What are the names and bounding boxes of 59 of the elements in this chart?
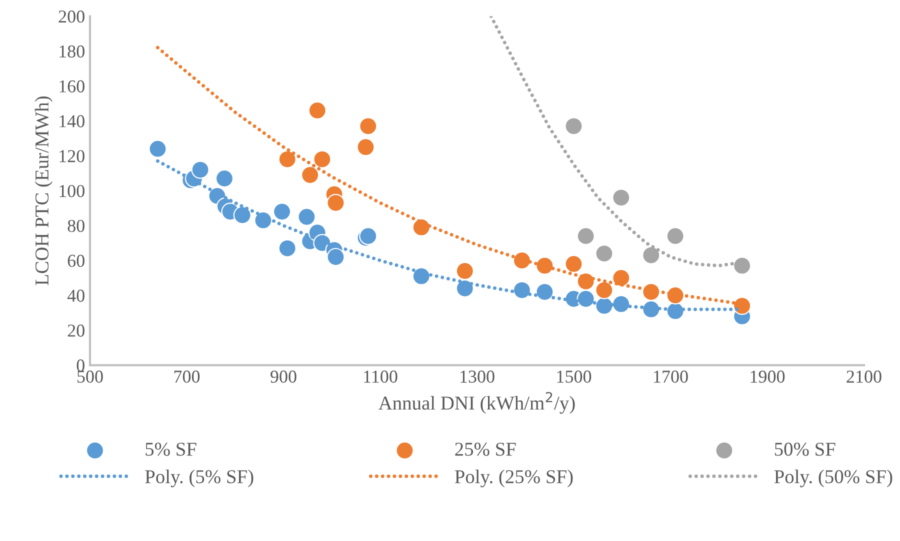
point <box>733 256 752 275</box>
point <box>356 138 375 156</box>
point <box>612 268 630 287</box>
point <box>733 296 752 315</box>
point <box>576 227 595 246</box>
x-tick-label: 500 <box>78 370 103 383</box>
point <box>326 194 345 212</box>
point <box>301 166 320 184</box>
legend-label: Poly. (25% SF) <box>454 470 573 488</box>
x-tick-label: 1700 <box>654 370 688 383</box>
point <box>278 239 296 258</box>
point <box>148 140 167 158</box>
y-tick-label: 200 <box>58 10 84 23</box>
legend-label: 50% SF <box>774 442 836 456</box>
point <box>595 244 614 263</box>
point <box>313 150 332 168</box>
y-tick-label: 20 <box>68 324 84 337</box>
point <box>612 188 630 207</box>
point <box>278 150 296 168</box>
point <box>564 117 583 136</box>
point <box>254 211 272 230</box>
x-tick-label: 700 <box>174 370 200 383</box>
point <box>215 169 234 188</box>
point <box>308 101 326 120</box>
point <box>233 206 252 224</box>
y-tick-label: 120 <box>60 150 84 162</box>
point <box>456 262 474 280</box>
y-tick-label: 100 <box>60 184 84 198</box>
x-tick-label: 1900 <box>750 370 785 383</box>
x-axis-title: Annual DNI (kWh/m$^{2}$/y) <box>378 392 575 414</box>
y-tick-label: 140 <box>60 115 84 128</box>
legend-label: 5% SF <box>146 442 196 456</box>
y-tick-label: 40 <box>67 290 84 302</box>
y-tick-label: 60 <box>68 254 84 267</box>
point <box>536 282 554 301</box>
point <box>326 248 345 266</box>
point <box>666 227 684 246</box>
x-tick-label: 1500 <box>557 370 592 383</box>
point <box>272 202 292 221</box>
x-tick-label: 1100 <box>364 370 398 383</box>
y-axis-title: LCOH PTC (Eur/MWh) <box>34 96 52 286</box>
y-tick-label: 180 <box>60 45 84 58</box>
x-tick-label: 900 <box>270 370 296 383</box>
y-tick-label: 0 <box>76 359 84 372</box>
legend-label: Poly. (5% SF) <box>145 470 254 488</box>
point <box>191 160 210 179</box>
point <box>595 281 614 300</box>
x-tick-label: 2100 <box>846 370 882 383</box>
point <box>412 267 430 286</box>
y-tick-label: 160 <box>60 80 84 92</box>
point <box>298 208 316 226</box>
legend-label: Poly. (50% SF) <box>774 470 892 488</box>
point <box>359 117 378 136</box>
x-tick-label: 1300 <box>460 370 494 383</box>
point <box>564 254 583 274</box>
point <box>642 246 660 264</box>
point <box>456 279 474 298</box>
y-tick-label: 80 <box>68 220 84 232</box>
legend-label: 25% SF <box>455 442 516 456</box>
